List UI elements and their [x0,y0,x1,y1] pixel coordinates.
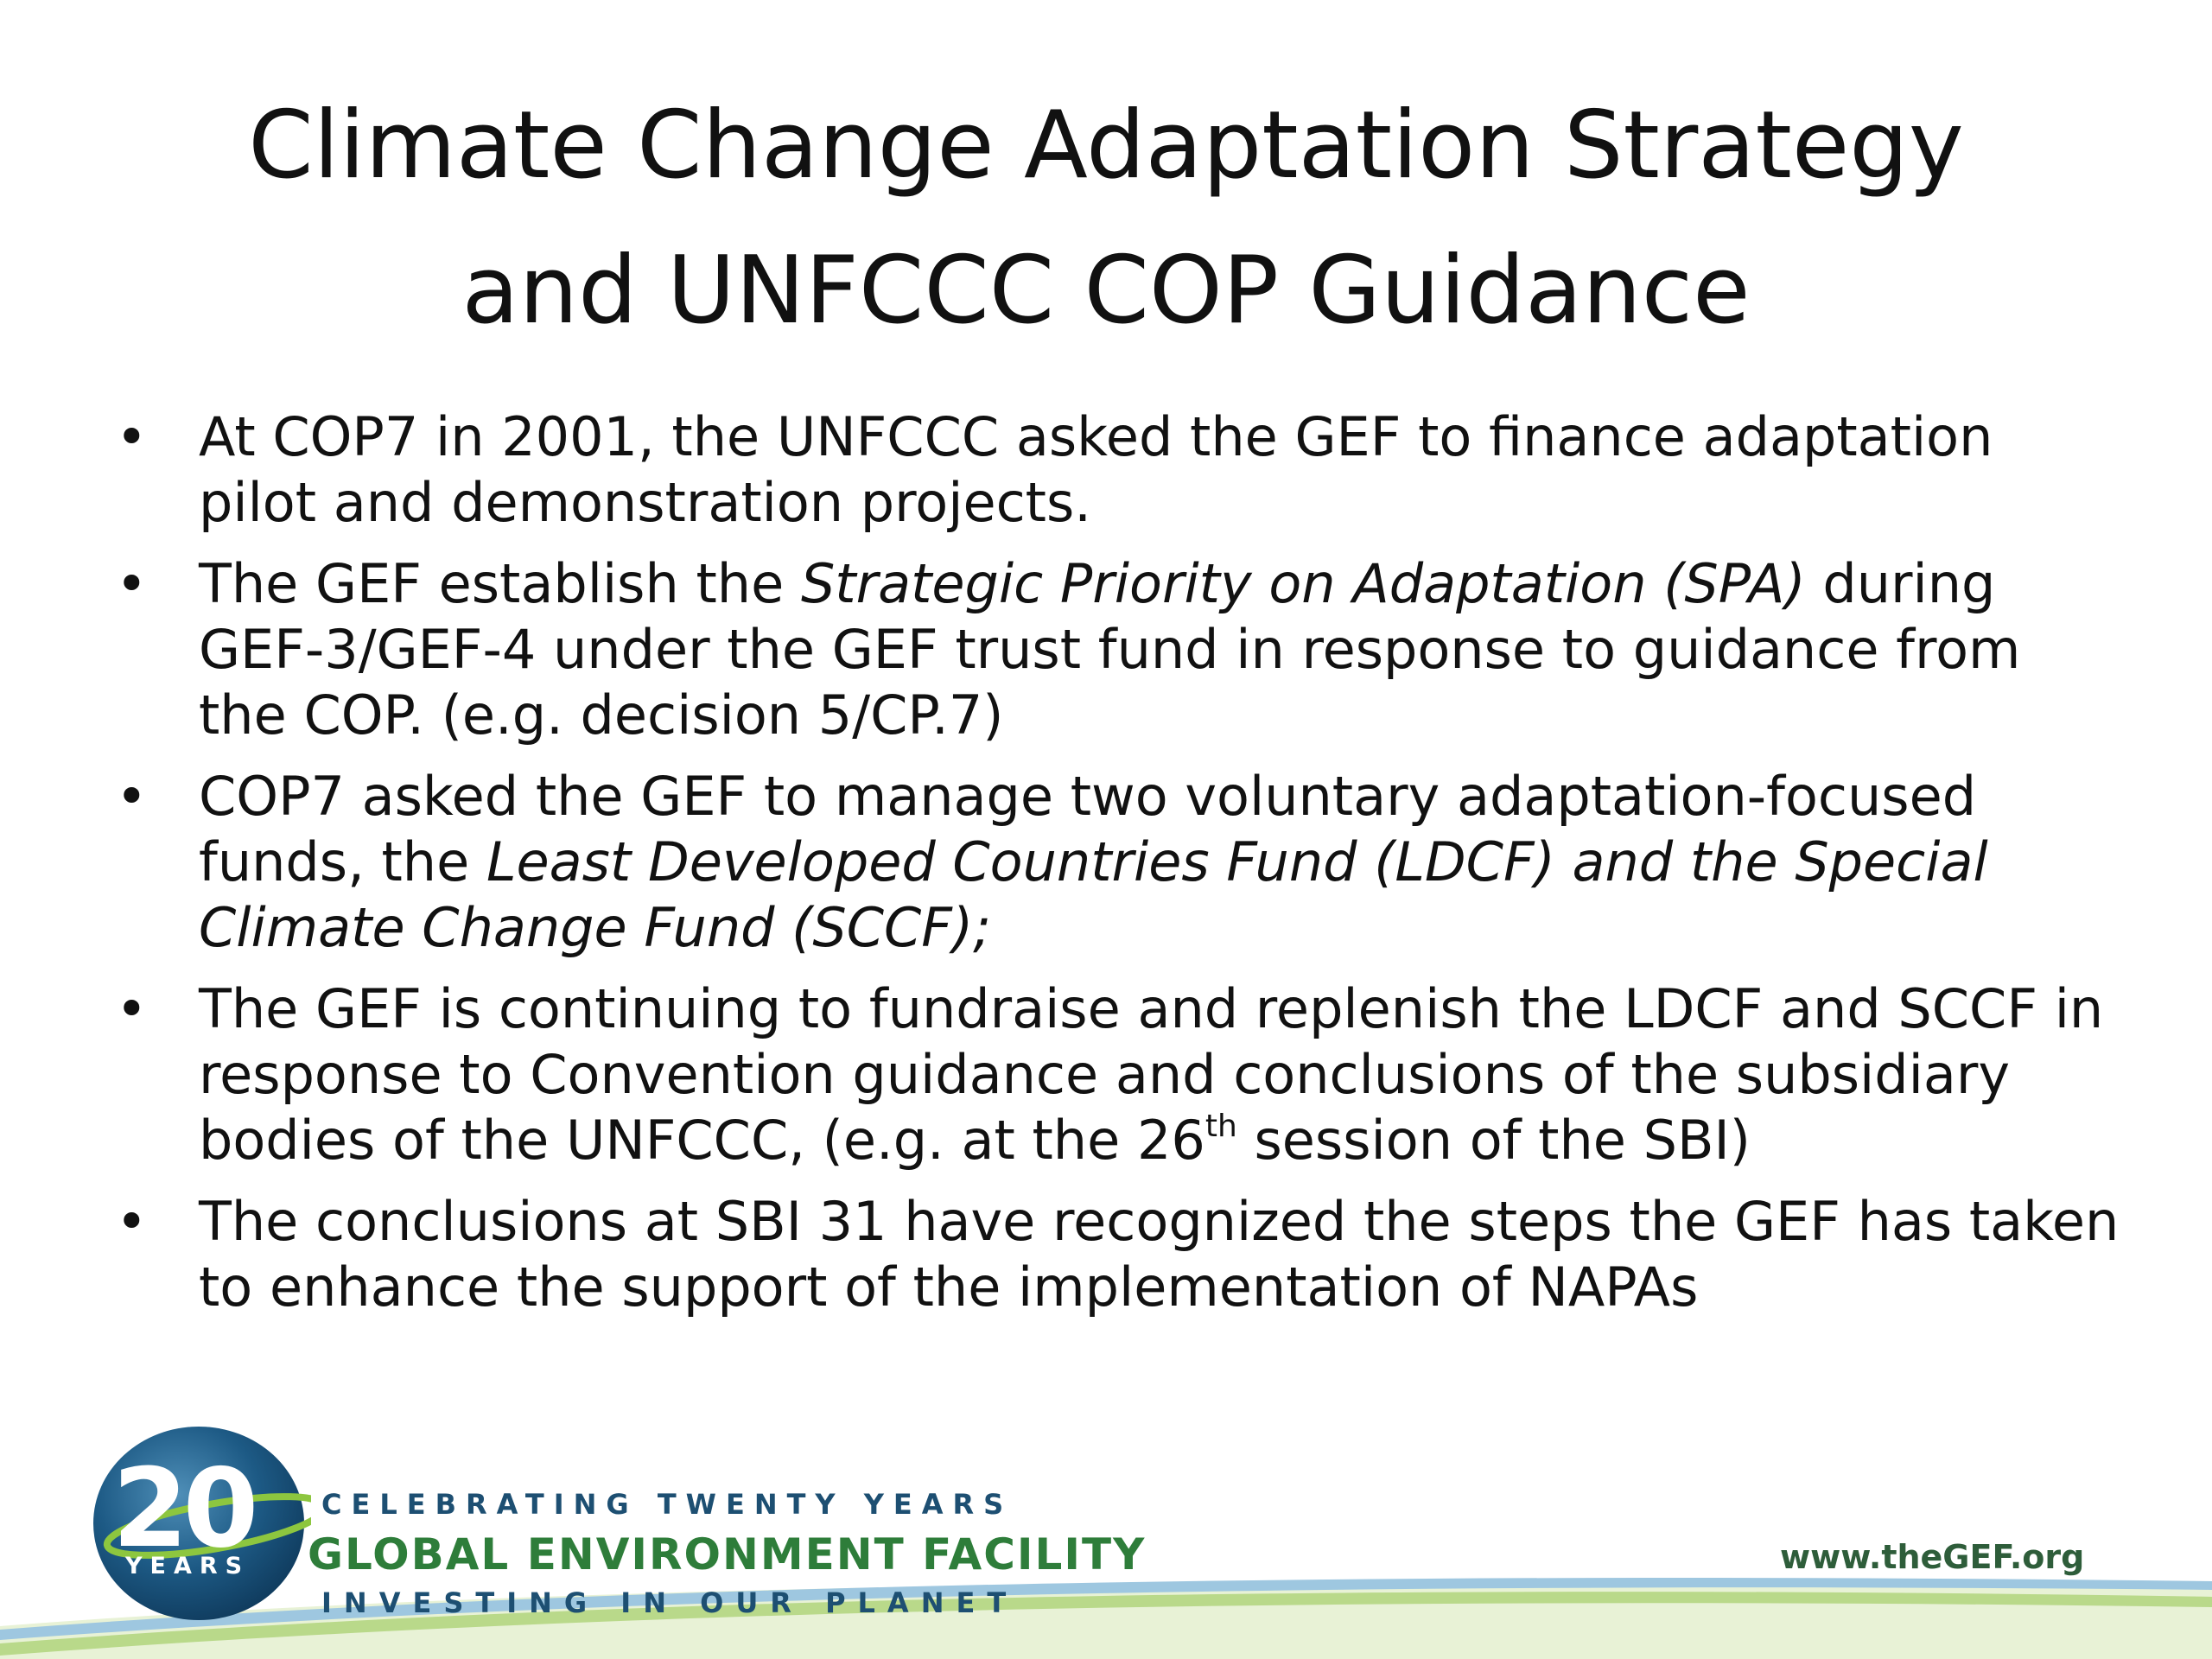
bullet-list: • At COP7 in 2001, the UNFCCC asked the G… [112,404,2126,1336]
globe-logo-icon [93,1427,311,1620]
bullet-text: GEF-3/GEF-4 under the GEF trust fund in … [199,618,2021,681]
logo-org-name: GLOBAL ENVIRONMENT FACILITY [308,1529,1147,1580]
bullet-line: the COP. (e.g. decision 5/CP.7) [199,683,2126,748]
bullet-text: response to Convention guidance and conc… [199,1043,2011,1106]
logo-celebrating-text: CELEBRATING TWENTY YEARS [321,1488,1014,1521]
bullet-text: At COP7 in 2001, the UNFCCC asked the GE… [199,405,1993,468]
bullet-text: session of the SBI) [1236,1109,1751,1172]
bullet-line: The GEF is continuing to fundraise and r… [199,976,2126,1042]
bullet-text: funds, the [199,830,486,893]
bullet-dot-icon: • [116,1190,148,1253]
bullet-dot-icon: • [116,552,148,615]
title-line-1: Climate Change Adaptation Strategy [248,92,1964,200]
bullet-line: GEF-3/GEF-4 under the GEF trust fund in … [199,617,2126,683]
italic-text: Climate Change Fund (SCCF); [199,896,992,959]
bullet-dot-icon: • [116,977,148,1040]
bullet-text: pilot and demonstration projects. [199,471,1091,534]
logo-tagline: INVESTING IN OUR PLANET [321,1586,1019,1619]
italic-text: Strategic Priority on Adaptation (SPA) [800,552,1806,615]
italic-text: Least Developed Countries Fund (LDCF) an… [486,830,1988,893]
bullet-line: funds, the Least Developed Countries Fun… [199,830,2126,895]
bullet-line: pilot and demonstration projects. [199,470,2126,536]
bullet-line: At COP7 in 2001, the UNFCCC asked the GE… [199,404,2126,470]
bullet-item: • The GEF establish the Strategic Priorit… [112,551,2126,748]
bullet-dot-icon: • [116,765,148,828]
bullet-line: Climate Change Fund (SCCF); [199,895,2126,961]
bullet-text: COP7 asked the GEF to manage two volunta… [199,765,1977,828]
bullet-text: bodies of the UNFCCC, (e.g. at the 26 [199,1109,1205,1172]
bullet-text: to enhance the support of the implementa… [199,1255,1699,1319]
bullet-text: during [1805,552,1996,615]
logo-number: 20 [112,1445,258,1572]
bullet-line: The GEF establish the Strategic Priority… [199,551,2126,617]
footer: 20 YEARS CELEBRATING TWENTY YEARS GLOBAL… [0,1400,2212,1659]
bullet-item: • COP7 asked the GEF to manage two volunt… [112,764,2126,961]
bullet-line: COP7 asked the GEF to manage two volunta… [199,764,2126,830]
bullet-dot-icon: • [116,405,148,468]
bullet-text: the COP. (e.g. decision 5/CP.7) [199,683,1004,747]
bullet-item: • The conclusions at SBI 31 have recogniz… [112,1189,2126,1320]
title-line-2: and UNFCCC COP Guidance [461,237,1751,345]
footer-swoosh-icon [0,1578,2212,1659]
bullet-line: The conclusions at SBI 31 have recognize… [199,1189,2126,1255]
bullet-line: to enhance the support of the implementa… [199,1255,2126,1320]
bullet-text: The conclusions at SBI 31 have recognize… [199,1190,2120,1253]
website-url: www.theGEF.org [1780,1538,2085,1576]
bullet-text: The GEF establish the [199,552,801,615]
bullet-text: The GEF is continuing to fundraise and r… [199,977,2104,1040]
bullet-item: • The GEF is continuing to fundraise and … [112,976,2126,1173]
slide-title: Climate Change Adaptation Strategy and U… [121,73,2091,364]
bullet-item: • At COP7 in 2001, the UNFCCC asked the G… [112,404,2126,536]
superscript-text: th [1205,1109,1237,1145]
logo-years: YEARS [125,1553,251,1580]
bullet-line: bodies of the UNFCCC, (e.g. at the 26th … [199,1108,2126,1173]
bullet-line: response to Convention guidance and conc… [199,1042,2126,1108]
